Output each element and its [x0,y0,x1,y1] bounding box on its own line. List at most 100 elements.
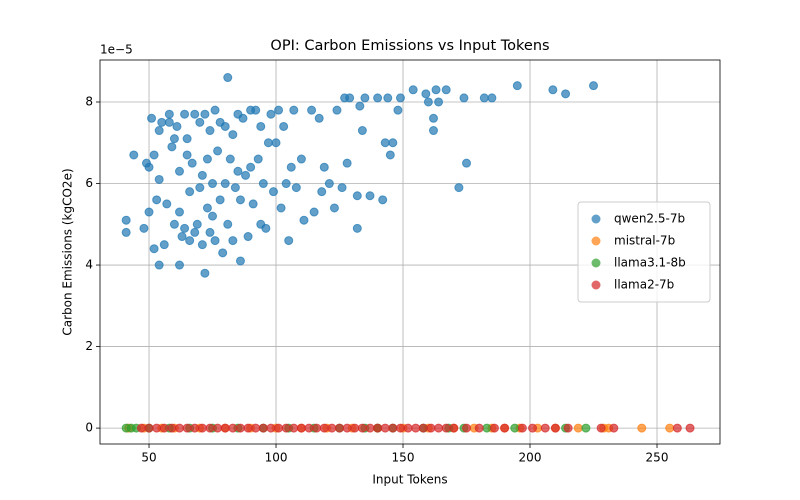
point [373,93,383,103]
point [180,223,190,233]
legend-label: mistral-7b [614,234,675,248]
point [479,93,489,103]
point [296,423,306,433]
legend-label: qwen2.5-7b [614,212,685,226]
y-axis-label: Carbon Emissions (kgCO2e) [61,168,75,335]
legend-marker [591,214,601,224]
point [213,146,223,156]
point [205,227,215,237]
point [685,423,695,433]
point [431,85,441,95]
point [355,101,365,111]
point [378,195,388,205]
point [205,126,215,136]
point [192,219,202,229]
point [159,240,169,250]
point [147,113,157,123]
point [561,89,571,99]
point [235,195,245,205]
point [271,138,281,148]
point [428,113,438,123]
point [462,158,472,168]
legend-marker [591,236,601,246]
point [474,423,484,433]
point [144,207,154,217]
point [248,199,258,209]
point [175,207,185,217]
point [289,423,299,433]
point [230,183,240,193]
point [266,109,276,119]
point [154,174,164,184]
point [291,183,301,193]
point [388,423,398,433]
point [210,105,220,115]
point [129,150,139,160]
point [144,162,154,172]
point [205,423,215,433]
point [345,93,355,103]
point [197,423,207,433]
point [281,423,291,433]
legend-label: llama2-7b [614,278,674,292]
legend: qwen2.5-7b mistral-7b llama3.1-8b llama2-7b [577,201,711,303]
point [238,113,248,123]
point [243,232,253,242]
point [489,423,499,433]
point [167,142,177,152]
point [157,117,167,127]
chart-title: OPI: Carbon Emissions vs Input Tokens [270,38,549,54]
point [251,105,261,115]
point [210,236,220,246]
point [589,81,599,91]
point [261,223,271,233]
point [314,113,324,123]
point [309,207,319,217]
point [164,109,174,119]
point [609,423,619,433]
point [228,423,238,433]
point [266,423,276,433]
point [462,423,472,433]
x-tick-label: 250 [646,451,669,465]
point [540,423,550,433]
y-tick-label: 2 [85,339,93,353]
point [365,423,375,433]
point [312,423,322,433]
point [324,179,334,189]
y-tick-label: 0 [85,421,93,435]
point [246,162,256,172]
point [274,105,284,115]
point [235,256,245,266]
point [286,162,296,172]
point [190,227,200,237]
point [228,130,238,140]
point [342,423,352,433]
point [434,97,444,107]
point [307,105,317,115]
point [215,195,225,205]
point [296,154,306,164]
point [449,423,459,433]
point [253,154,263,164]
point [185,187,195,197]
point [136,423,146,433]
point [596,423,606,433]
point [482,423,492,433]
point [213,423,223,433]
point [329,203,339,213]
point [149,150,159,160]
point [411,423,421,433]
point [365,191,375,201]
point [487,93,497,103]
point [637,423,647,433]
point [149,244,159,254]
point [357,423,367,433]
legend-marker [591,280,601,290]
point [223,219,233,229]
y-tick-label: 6 [85,176,93,190]
point [352,223,362,233]
point [220,423,230,433]
point [352,191,362,201]
point [243,423,253,433]
